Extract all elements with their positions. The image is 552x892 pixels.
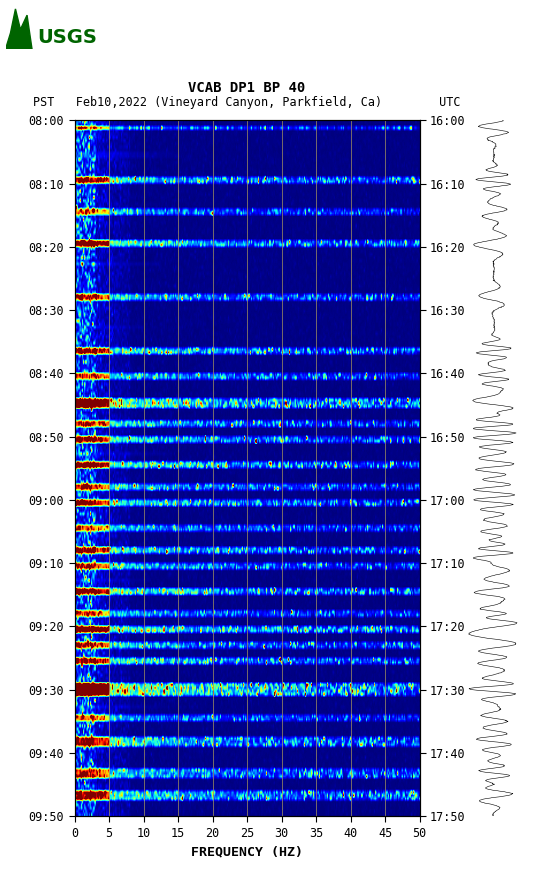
Text: USGS: USGS bbox=[37, 29, 97, 47]
Polygon shape bbox=[6, 9, 32, 49]
Text: PST   Feb10,2022 (Vineyard Canyon, Parkfield, Ca)        UTC: PST Feb10,2022 (Vineyard Canyon, Parkfie… bbox=[33, 95, 461, 109]
Text: VCAB DP1 BP 40: VCAB DP1 BP 40 bbox=[188, 81, 306, 95]
X-axis label: FREQUENCY (HZ): FREQUENCY (HZ) bbox=[191, 845, 303, 858]
